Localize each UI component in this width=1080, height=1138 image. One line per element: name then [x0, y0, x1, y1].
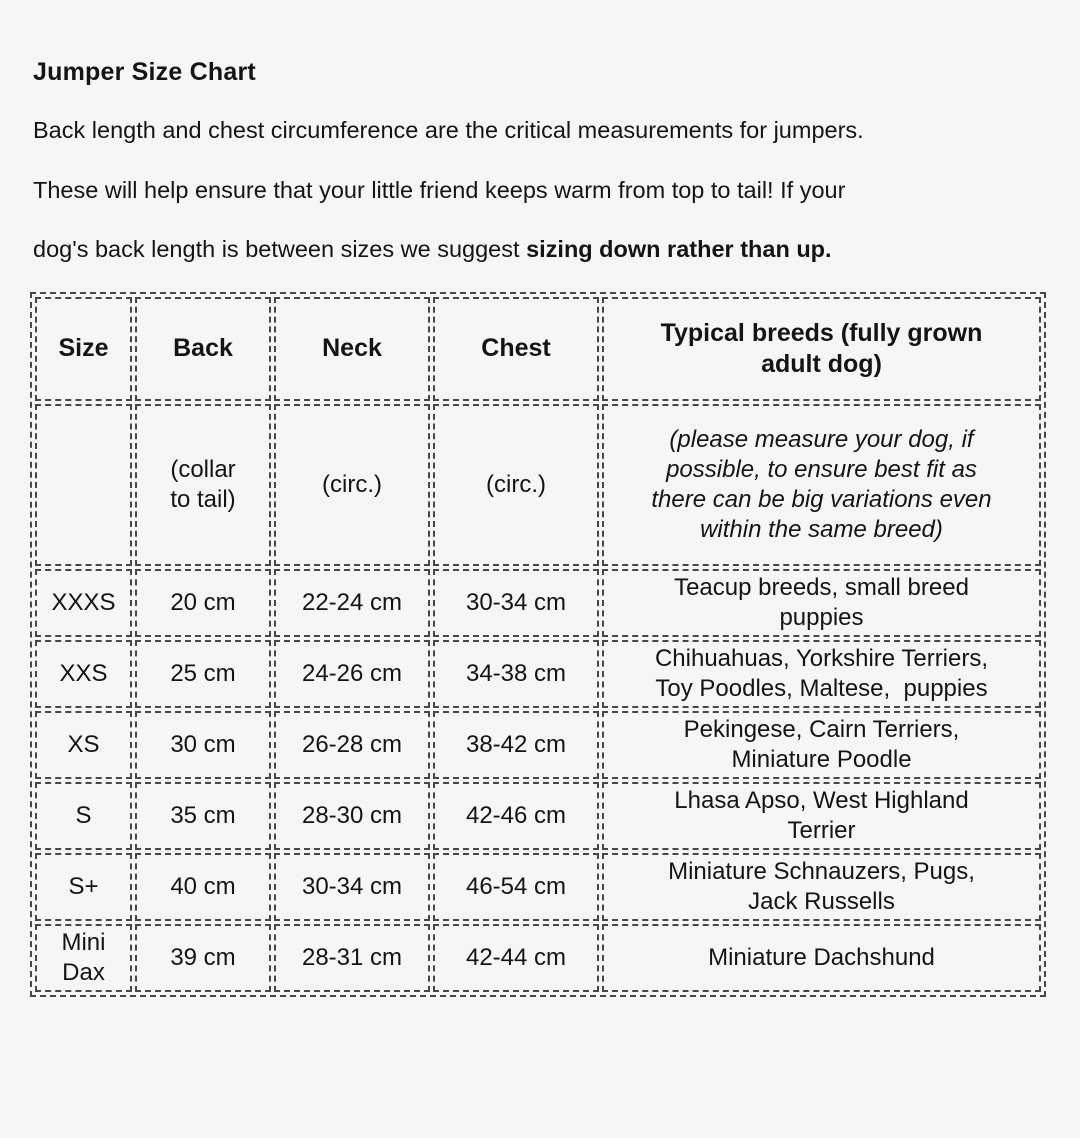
header-cell-chest: Chest — [433, 296, 599, 401]
size-cell: XS — [35, 710, 132, 779]
back-cell: 40 cm — [135, 852, 271, 921]
breeds-cell: Lhasa Apso, West Highland Terrier — [602, 781, 1041, 850]
back-cell: 20 cm — [135, 568, 271, 637]
chest-cell: 38-42 cm — [433, 710, 599, 779]
table-row: XS 30 cm 26-28 cm 38-42 cm Pekingese, Ca… — [35, 710, 1041, 779]
size-cell: S+ — [35, 852, 132, 921]
breeds-cell: Chihuahuas, Yorkshire Terriers, Toy Pood… — [602, 639, 1041, 708]
breeds-cell: Teacup breeds, small breed puppies — [602, 568, 1041, 637]
table-row: Mini Dax 39 cm 28-31 cm 42-44 cm Miniatu… — [35, 923, 1041, 992]
back-cell: 39 cm — [135, 923, 271, 992]
chest-cell: 30-34 cm — [433, 568, 599, 637]
neck-cell: 22-24 cm — [274, 568, 430, 637]
size-cell: Mini Dax — [35, 923, 132, 992]
table-row: S 35 cm 28-30 cm 42-46 cm Lhasa Apso, We… — [35, 781, 1041, 850]
table-subheader-row: (collar to tail) (circ.) (circ.) (please… — [35, 403, 1041, 566]
intro-line-bold-text: sizing down rather than up. — [526, 236, 832, 262]
intro-line: dog's back length is between sizes we su… — [33, 220, 1053, 280]
intro-paragraph: Back length and chest circumference are … — [33, 101, 1053, 280]
back-cell: 30 cm — [135, 710, 271, 779]
breeds-cell: Pekingese, Cairn Terriers, Miniature Poo… — [602, 710, 1041, 779]
neck-cell: 24-26 cm — [274, 639, 430, 708]
chest-cell: 42-46 cm — [433, 781, 599, 850]
intro-line: Back length and chest circumference are … — [33, 117, 864, 143]
size-chart-table: Size Back Neck Chest Typical breeds (ful… — [30, 291, 1046, 997]
table-header-row: Size Back Neck Chest Typical breeds (ful… — [35, 296, 1041, 401]
neck-cell: 26-28 cm — [274, 710, 430, 779]
intro-line: These will help ensure that your little … — [33, 176, 846, 203]
table-row: XXS 25 cm 24-26 cm 34-38 cm Chihuahuas, … — [35, 639, 1041, 708]
size-cell: XXS — [35, 639, 132, 708]
table-row: S+ 40 cm 30-34 cm 46-54 cm Miniature Sch… — [35, 852, 1041, 921]
size-chart-page: { "page": { "background_color": "#f6f6f6… — [0, 58, 1080, 1138]
header-cell-size: Size — [35, 296, 132, 401]
header-cell-back: Back — [135, 296, 271, 401]
neck-cell: 28-31 cm — [274, 923, 430, 992]
back-cell: 35 cm — [135, 781, 271, 850]
table-row: XXXS 20 cm 22-24 cm 30-34 cm Teacup bree… — [35, 568, 1041, 637]
neck-cell: 28-30 cm — [274, 781, 430, 850]
subheader-cell-back: (collar to tail) — [135, 403, 271, 566]
size-cell: S — [35, 781, 132, 850]
subheader-cell-neck: (circ.) — [274, 403, 430, 566]
back-cell: 25 cm — [135, 639, 271, 708]
neck-cell: 30-34 cm — [274, 852, 430, 921]
header-cell-breeds: Typical breeds (fully grown adult dog) — [602, 296, 1041, 401]
size-cell: XXXS — [35, 568, 132, 637]
breeds-cell: Miniature Schnauzers, Pugs, Jack Russell… — [602, 852, 1041, 921]
subheader-cell-measure-note: (please measure your dog, if possible, t… — [602, 403, 1041, 566]
chest-cell: 34-38 cm — [433, 639, 599, 708]
header-cell-neck: Neck — [274, 296, 430, 401]
chest-cell: 42-44 cm — [433, 923, 599, 992]
chest-cell: 46-54 cm — [433, 852, 599, 921]
intro-line-text: dog's back length is between sizes we su… — [33, 236, 527, 262]
breeds-cell: Miniature Dachshund — [602, 923, 1041, 992]
subheader-cell-chest: (circ.) — [433, 403, 599, 566]
subheader-cell-size — [35, 403, 132, 566]
page-title: Jumper Size Chart — [33, 58, 256, 86]
